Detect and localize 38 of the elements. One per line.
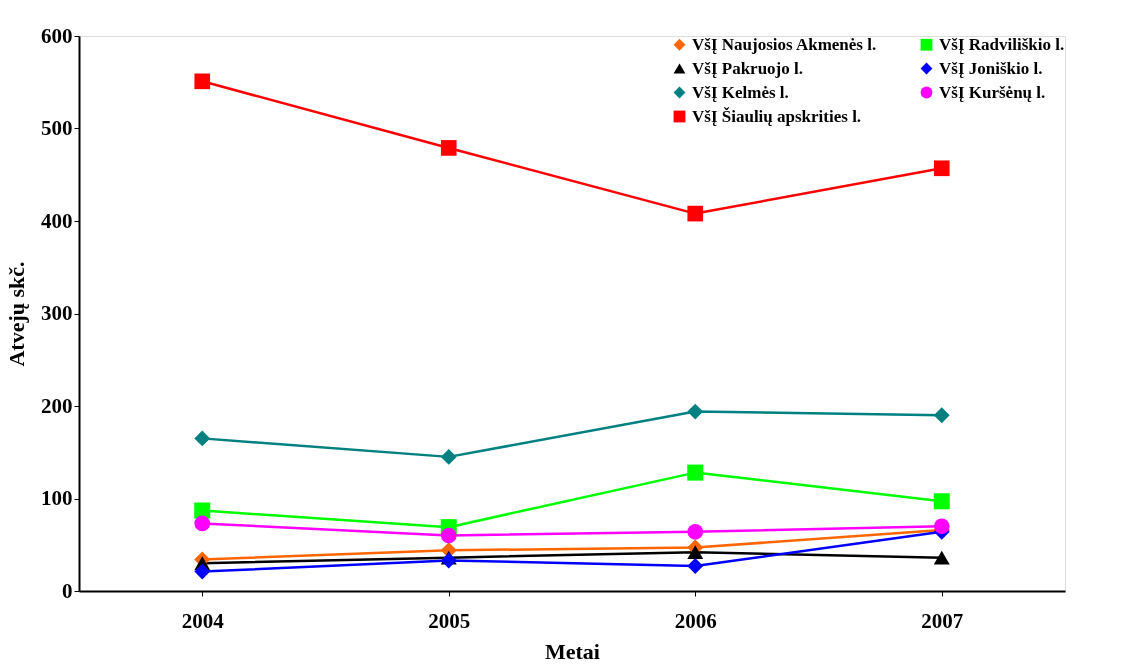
point [440,140,457,156]
legend-label: VšĮ Kelmės l. [692,82,789,102]
x-tick-label: 2007 [921,608,964,633]
point [194,430,211,447]
point [933,160,950,177]
legend-label: VšĮ Joniškio l. [939,58,1043,78]
point [194,515,211,532]
point [440,448,457,465]
y-tick-label: 200 [41,393,73,418]
y-axis-title: Atvejų skč. [4,261,29,367]
legend-label: VšĮ Kuršėnų l. [939,82,1046,102]
point [687,545,704,560]
legend-label: VšĮ Pakruojo l. [692,58,803,78]
x-tick-label: 2006 [674,608,717,633]
y-tick-label: 400 [41,208,73,233]
point [933,407,950,424]
point [933,493,950,510]
point [440,527,457,544]
point [194,563,211,580]
y-tick-label: 300 [41,301,73,325]
y-tick-label: 600 [41,23,73,48]
legend-label: VšĮ Naujosios Akmenės l. [692,34,877,54]
y-tick-label: 0 [62,578,73,603]
legend-label: VšĮ Radviliškio l. [939,34,1065,54]
point [687,403,704,420]
legend-label: VšĮ Šiaulių apskrities l. [692,106,862,126]
y-tick-label: 100 [41,486,73,510]
y-tick-label: 500 [41,116,73,140]
point [687,558,704,574]
point [687,464,704,481]
x-tick-label: 2005 [428,608,471,633]
x-tick-label: 2004 [181,608,225,633]
point [440,552,457,569]
point [194,73,211,90]
x-axis-title: Metai [545,638,600,664]
point [933,550,950,565]
point [687,523,704,540]
point [687,205,704,222]
